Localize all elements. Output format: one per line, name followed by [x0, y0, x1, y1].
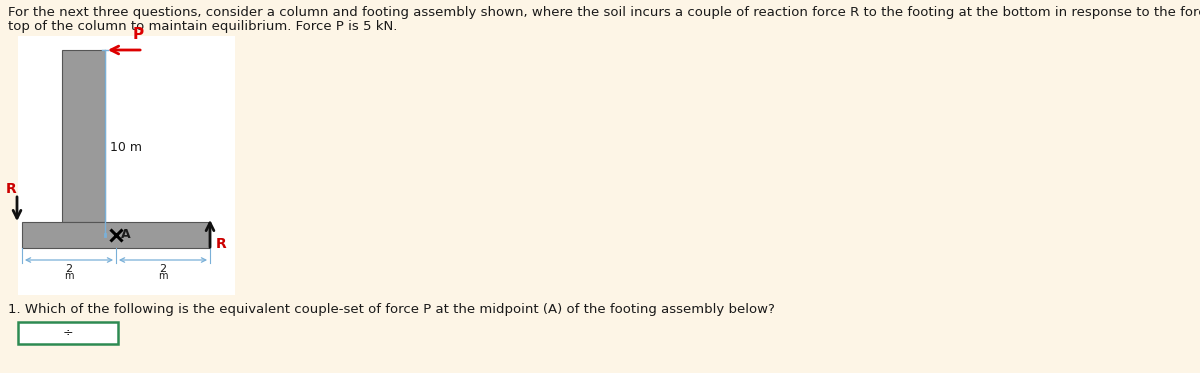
Text: 2: 2: [160, 264, 167, 274]
Text: m: m: [65, 271, 73, 281]
Text: top of the column to maintain equilibrium. Force P is 5 kN.: top of the column to maintain equilibriu…: [8, 20, 397, 33]
Text: ÷: ÷: [62, 326, 73, 339]
Text: P: P: [132, 27, 144, 42]
Text: 2: 2: [66, 264, 72, 274]
Bar: [22, 222, 210, 248]
Text: 10 m: 10 m: [110, 141, 142, 154]
Text: R: R: [216, 237, 227, 251]
Bar: [18, 36, 235, 295]
Bar: [18, 322, 118, 344]
Text: A: A: [121, 229, 131, 241]
Bar: [62, 50, 106, 222]
Text: For the next three questions, consider a column and footing assembly shown, wher: For the next three questions, consider a…: [8, 6, 1200, 19]
Text: 1. Which of the following is the equivalent couple-set of force P at the midpoin: 1. Which of the following is the equival…: [8, 303, 775, 316]
Text: m: m: [158, 271, 168, 281]
Text: R: R: [6, 182, 17, 196]
